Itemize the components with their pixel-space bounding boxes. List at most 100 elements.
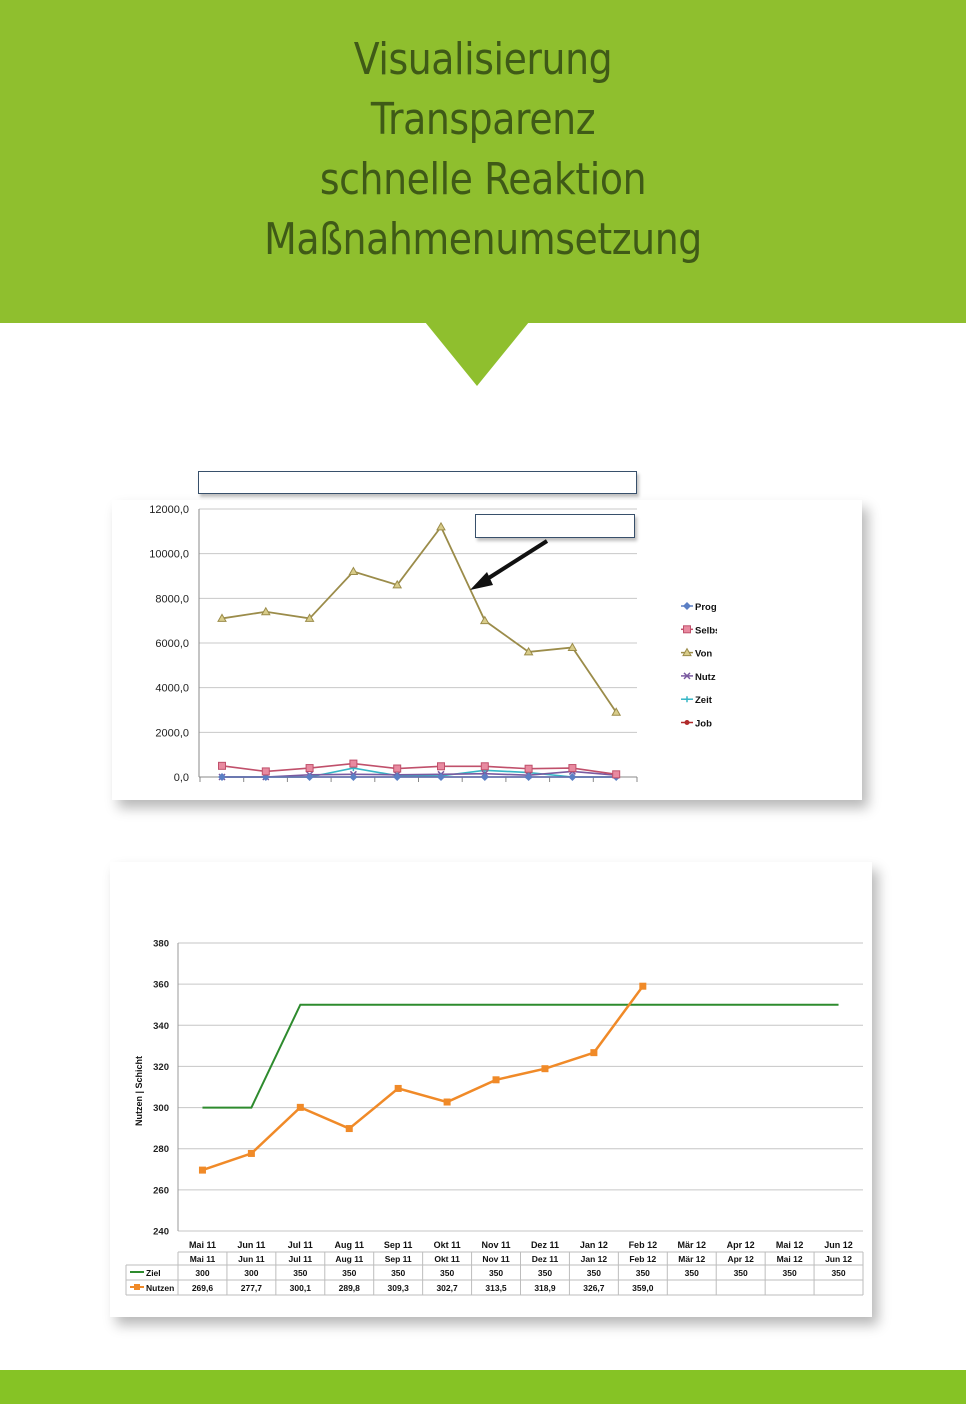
legend-swatch-marker xyxy=(684,720,690,725)
data-point xyxy=(247,1149,255,1157)
legend-label: Nutz xyxy=(695,672,716,683)
chart-card-2 xyxy=(110,862,872,1317)
data-point xyxy=(260,606,271,616)
data-point xyxy=(304,613,315,622)
y-tick-label: 280 xyxy=(153,1144,169,1155)
table-cell: 350 xyxy=(293,1268,307,1278)
table-cell: 350 xyxy=(734,1268,748,1278)
legend-label: Selbs xyxy=(695,625,720,636)
table-row-label: Nutzen xyxy=(146,1283,174,1293)
header-line-visualisierung: Visualisierung xyxy=(353,34,613,85)
data-point xyxy=(218,773,226,781)
y-tick-label: 360 xyxy=(153,980,169,991)
footer-band xyxy=(0,1370,966,1404)
table-cell: 350 xyxy=(783,1268,797,1278)
table-cell: 326,7 xyxy=(583,1283,605,1293)
data-point xyxy=(198,1166,206,1174)
table-header-cell: Jun 12 xyxy=(825,1254,852,1264)
y-tick-label: 2000,0 xyxy=(155,727,189,739)
data-point xyxy=(217,613,227,622)
legend-swatch-marker xyxy=(684,696,690,703)
data-point xyxy=(590,1049,598,1057)
table-header-cell: Jan 12 xyxy=(581,1254,608,1264)
table-legend-marker xyxy=(134,1284,140,1290)
data-point xyxy=(305,764,314,773)
chart-card-1 xyxy=(112,500,862,800)
y-tick-label: 260 xyxy=(153,1185,169,1196)
table-cell: 300 xyxy=(195,1268,209,1278)
x-tick-label: Dez 11 xyxy=(531,1240,559,1250)
data-point xyxy=(436,521,446,531)
legend-swatch-marker xyxy=(683,602,691,610)
table-cell: 350 xyxy=(636,1268,650,1278)
table-header-cell: Sep 11 xyxy=(385,1254,412,1264)
header-line-transparenz: Transparenz xyxy=(370,94,596,145)
legend-swatch-marker xyxy=(683,672,691,680)
table-header-cell: Nov 11 xyxy=(482,1254,510,1264)
y-tick-label: 320 xyxy=(153,1062,169,1073)
table-cell: 350 xyxy=(587,1268,601,1278)
table-cell: 269,6 xyxy=(192,1283,214,1293)
table-cell: 350 xyxy=(440,1268,454,1278)
data-point xyxy=(567,642,578,651)
legend-swatch-marker xyxy=(682,647,692,657)
legend-label: Zeit xyxy=(695,695,713,706)
y-tick-label: 340 xyxy=(153,1021,169,1032)
data-point xyxy=(524,773,533,781)
x-tick-label: Okt 11 xyxy=(434,1240,461,1250)
x-tick-label: Jun 12 xyxy=(824,1240,853,1250)
x-tick-label: Jun 11 xyxy=(237,1240,265,1250)
data-point xyxy=(349,759,358,768)
series-line xyxy=(221,762,617,776)
data-point xyxy=(568,773,577,781)
table-header-cell: Jun 11 xyxy=(238,1254,265,1264)
redacted-title-box xyxy=(198,471,637,494)
data-point xyxy=(541,1065,549,1073)
header-text-block: Visualisierung Transparenz schnelle Reak… xyxy=(68,30,899,270)
table-cell: 318,9 xyxy=(534,1283,556,1293)
data-point xyxy=(392,579,403,589)
y-tick-label: 380 xyxy=(153,939,169,950)
x-tick-label: Feb 12 xyxy=(629,1240,658,1250)
data-point xyxy=(348,566,359,576)
data-point xyxy=(393,764,402,773)
data-point xyxy=(437,762,445,771)
table-header-cell: Mär 12 xyxy=(678,1254,705,1264)
table-cell: 313,5 xyxy=(485,1283,507,1293)
table-header-cell: Apr 12 xyxy=(727,1254,754,1264)
table-cell: 350 xyxy=(685,1268,699,1278)
data-point xyxy=(523,646,534,656)
data-point xyxy=(393,773,402,781)
table-cell: 300 xyxy=(244,1268,258,1278)
table-cell: 350 xyxy=(489,1268,503,1278)
data-point xyxy=(480,773,489,781)
callout-arrow-line xyxy=(482,539,549,583)
x-tick-label: Mai 12 xyxy=(776,1240,804,1250)
table-cell: 302,7 xyxy=(436,1283,458,1293)
table-cell: 309,3 xyxy=(388,1283,410,1293)
data-point xyxy=(218,761,226,770)
series-line xyxy=(202,985,644,1172)
y-tick-label: 240 xyxy=(153,1227,169,1238)
table-cell: 277,7 xyxy=(241,1283,263,1293)
redacted-callout-box xyxy=(475,514,635,538)
data-point xyxy=(611,707,622,716)
data-point xyxy=(305,773,314,781)
table-cell: 350 xyxy=(342,1268,356,1278)
legend-label: Von xyxy=(695,649,712,660)
data-point xyxy=(443,1098,451,1106)
y-tick-label: 8000,0 xyxy=(155,593,189,605)
y-tick-label: 10000,0 xyxy=(149,549,189,561)
y-tick-label: 0,0 xyxy=(174,772,189,784)
data-point xyxy=(345,1125,353,1133)
table-header-cell: Feb 12 xyxy=(629,1254,656,1264)
table-cell: 289,8 xyxy=(339,1283,361,1293)
table-header-cell: Mai 12 xyxy=(777,1254,803,1264)
data-point xyxy=(261,767,270,776)
x-tick-label: Sep 11 xyxy=(384,1240,413,1250)
data-point xyxy=(492,1076,500,1084)
table-cell: 300,1 xyxy=(290,1283,312,1293)
down-arrow-icon xyxy=(425,322,529,386)
